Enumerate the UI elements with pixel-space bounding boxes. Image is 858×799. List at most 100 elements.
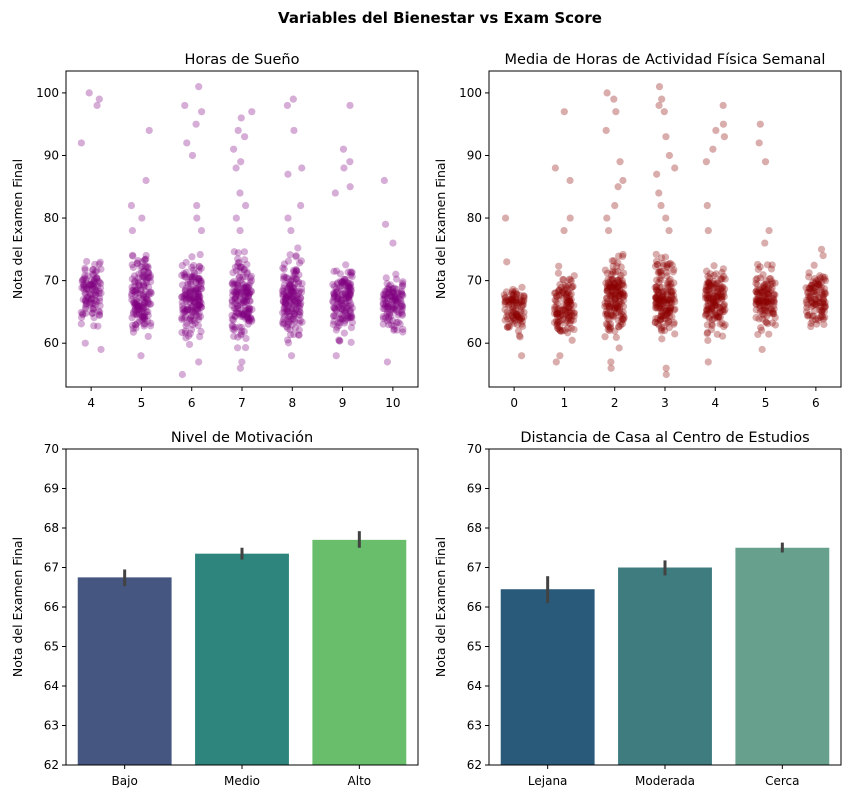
data-point [139,281,148,289]
data-point [602,320,610,328]
data-point [347,314,355,322]
data-point [240,281,248,289]
data-point [285,295,294,304]
data-point [141,274,149,282]
data-point-outlier [665,151,673,160]
data-point [558,311,566,319]
data-point [666,275,674,283]
data-point [245,290,253,299]
data-point [194,295,202,303]
data-point [660,302,668,310]
data-point-outlier [671,164,679,172]
data-point [816,293,824,302]
data-point [342,301,350,309]
data-point [601,299,609,307]
data-point [567,295,575,304]
data-point [655,300,663,308]
data-point [83,293,91,302]
data-point [80,283,88,291]
data-point [87,295,96,303]
data-point [658,327,666,335]
data-point [388,303,396,311]
data-point [556,280,564,289]
data-point [142,295,150,303]
data-point [814,278,823,286]
data-point [336,283,344,291]
data-point [197,264,205,272]
data-point [347,324,356,332]
data-point [821,273,829,281]
data-point [509,307,517,315]
data-point [347,300,355,308]
data-point [702,286,710,294]
data-point [605,304,614,312]
data-point [82,290,90,298]
data-point [246,297,254,305]
data-point [128,283,136,291]
data-point [764,291,773,299]
data-point [144,274,152,282]
data-point [384,303,392,311]
data-point [341,289,349,297]
data-point [185,294,193,302]
data-point [704,336,712,345]
data-point [142,251,150,260]
data-point [290,309,298,317]
data-point [819,292,827,300]
data-point [333,323,341,331]
data-point [752,288,760,296]
data-point [140,280,148,288]
data-point [337,285,345,293]
data-point [566,297,574,305]
data-point [195,295,203,303]
data-point [607,282,616,290]
data-point [332,267,341,275]
data-point [195,293,204,302]
data-point [813,280,822,288]
data-point [761,306,769,315]
data-point [711,298,719,306]
data-point [718,283,726,291]
data-point [612,289,620,297]
data-point-outlier [236,226,244,235]
data-point [185,340,194,349]
data-point [296,301,304,309]
data-point [336,297,344,306]
data-point [233,284,242,292]
data-point [286,281,294,289]
data-point [330,312,338,320]
data-point [762,298,771,306]
data-point [604,315,612,323]
data-point [566,309,575,317]
data-point [286,251,294,259]
data-point [382,300,391,308]
data-point [821,313,829,321]
data-point [603,284,611,292]
data-point [232,290,240,298]
data-point [658,293,666,302]
data-point [341,309,349,317]
data-point [714,295,723,303]
data-point [757,287,765,295]
data-point [809,278,817,286]
data-point [618,279,627,287]
data-point [617,318,626,326]
data-point [514,327,523,335]
data-point [337,315,345,323]
data-point [555,286,563,294]
data-point [330,267,338,275]
data-point [561,326,569,334]
data-point [604,276,612,284]
data-point [762,277,770,285]
data-point [297,299,305,307]
data-point [380,300,388,308]
data-point [196,332,204,341]
data-point [398,310,406,318]
data-point [805,310,813,319]
data-point [559,316,567,324]
data-point [182,297,190,305]
data-point [244,320,252,328]
data-point [614,287,622,295]
data-point [565,311,573,319]
data-point [345,294,353,302]
